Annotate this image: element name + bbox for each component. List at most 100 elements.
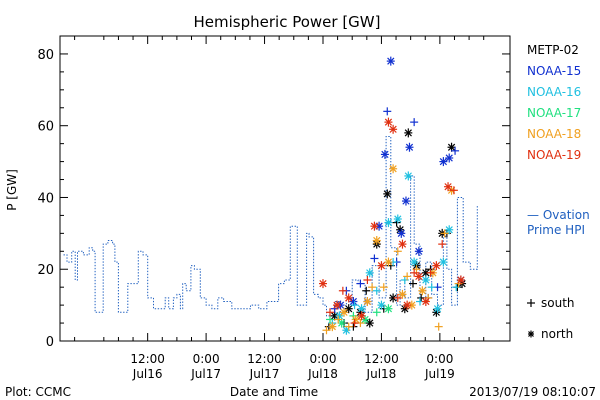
point-stroke	[389, 165, 397, 173]
point-stroke	[444, 183, 452, 191]
north-point	[414, 271, 423, 281]
north-point	[386, 56, 395, 66]
point-stroke	[335, 312, 343, 320]
north-point	[401, 196, 410, 206]
south-point	[410, 118, 419, 127]
north-point	[380, 149, 389, 159]
point-stroke	[381, 150, 389, 159]
series-noaa-15	[330, 56, 465, 313]
x-tick-date: Jul19	[424, 367, 455, 381]
legend-entry: NOAA-17	[527, 106, 581, 120]
point-stroke	[389, 294, 397, 302]
point-stroke	[404, 172, 412, 180]
south-point	[362, 286, 371, 295]
point-stroke	[328, 323, 336, 331]
south-point	[403, 272, 412, 281]
ovation-line	[63, 136, 478, 317]
x-tick-date: Jul17	[249, 367, 280, 381]
point-stroke	[366, 319, 374, 327]
north-point	[389, 293, 398, 303]
point-stroke	[352, 315, 360, 324]
south-point	[410, 268, 419, 277]
y-tick-label: 40	[37, 191, 54, 206]
x-tick-time: 0:00	[193, 352, 220, 366]
north-point	[398, 239, 407, 249]
chart-title: Hemispheric Power [GW]	[194, 13, 381, 31]
point-stroke	[439, 258, 448, 266]
south-point	[451, 146, 460, 155]
north-point	[357, 311, 366, 321]
south-point	[438, 240, 447, 249]
series-noaa-18	[322, 164, 463, 335]
north-point	[456, 275, 465, 285]
north-point	[432, 261, 441, 271]
point-stroke	[457, 276, 465, 284]
plot-timestamp: 2013/07/19 08:10:07	[469, 385, 596, 399]
point-stroke	[366, 269, 374, 277]
north-point	[377, 261, 386, 271]
south-point	[417, 293, 426, 302]
north-point	[337, 318, 346, 328]
south-point	[344, 322, 353, 331]
north-point	[389, 164, 398, 174]
south-point	[370, 254, 379, 263]
north-point	[397, 228, 406, 238]
point-stroke	[403, 301, 411, 309]
point-stroke	[410, 258, 418, 266]
north-point	[444, 182, 453, 192]
point-stroke	[447, 143, 456, 151]
point-stroke	[397, 229, 405, 237]
point-stroke	[398, 240, 407, 248]
north-point	[357, 304, 366, 314]
south-point	[326, 308, 334, 317]
point-stroke	[394, 215, 402, 223]
north-point	[383, 189, 392, 199]
south-point	[372, 286, 381, 295]
point-stroke	[418, 287, 426, 295]
point-stroke	[422, 276, 430, 284]
south-point	[368, 283, 377, 292]
north-point	[365, 268, 374, 278]
point-stroke	[338, 319, 346, 327]
x-tick-date: Jul18	[366, 367, 397, 381]
x-tick-time: 12:00	[247, 352, 282, 366]
legend-symbol-label: south	[541, 296, 575, 310]
north-point	[370, 221, 379, 231]
point-stroke	[363, 297, 372, 306]
point-stroke	[398, 290, 407, 298]
point-stroke	[405, 143, 414, 151]
point-stroke	[345, 305, 353, 313]
legend: METP-02 NOAA-15 NOAA-16 NOAA-17 NOAA-18 NOAA-…	[527, 43, 590, 341]
north-point	[404, 128, 413, 138]
north-point	[384, 117, 393, 127]
point-stroke	[432, 262, 440, 270]
north-point	[344, 304, 353, 314]
point-stroke	[415, 272, 423, 281]
south-point	[322, 326, 331, 335]
north-point	[403, 300, 412, 310]
point-stroke	[445, 154, 453, 162]
legend-ovation-line2: Prime HPI	[527, 223, 585, 237]
axes: 02040608012:00Jul160:00Jul1712:00Jul170:…	[37, 35, 511, 381]
south-point	[356, 279, 365, 288]
north-point	[414, 246, 423, 256]
series-noaa-19	[318, 117, 465, 328]
point-stroke	[384, 305, 393, 313]
south-point	[449, 186, 458, 195]
south-point	[408, 279, 417, 288]
north-point	[447, 142, 456, 152]
point-stroke	[340, 308, 348, 316]
north-point	[389, 124, 398, 134]
point-stroke	[345, 294, 353, 302]
point-stroke	[357, 305, 366, 313]
south-point	[363, 276, 372, 284]
north-point	[433, 304, 442, 314]
south-point	[393, 293, 402, 302]
point-stroke	[422, 269, 430, 277]
north-point	[439, 157, 448, 167]
north-point	[318, 279, 327, 289]
point-stroke	[377, 301, 386, 309]
south-point	[372, 308, 381, 317]
legend-entry: NOAA-16	[527, 85, 581, 99]
y-axis-label: P [GW]	[5, 169, 19, 211]
